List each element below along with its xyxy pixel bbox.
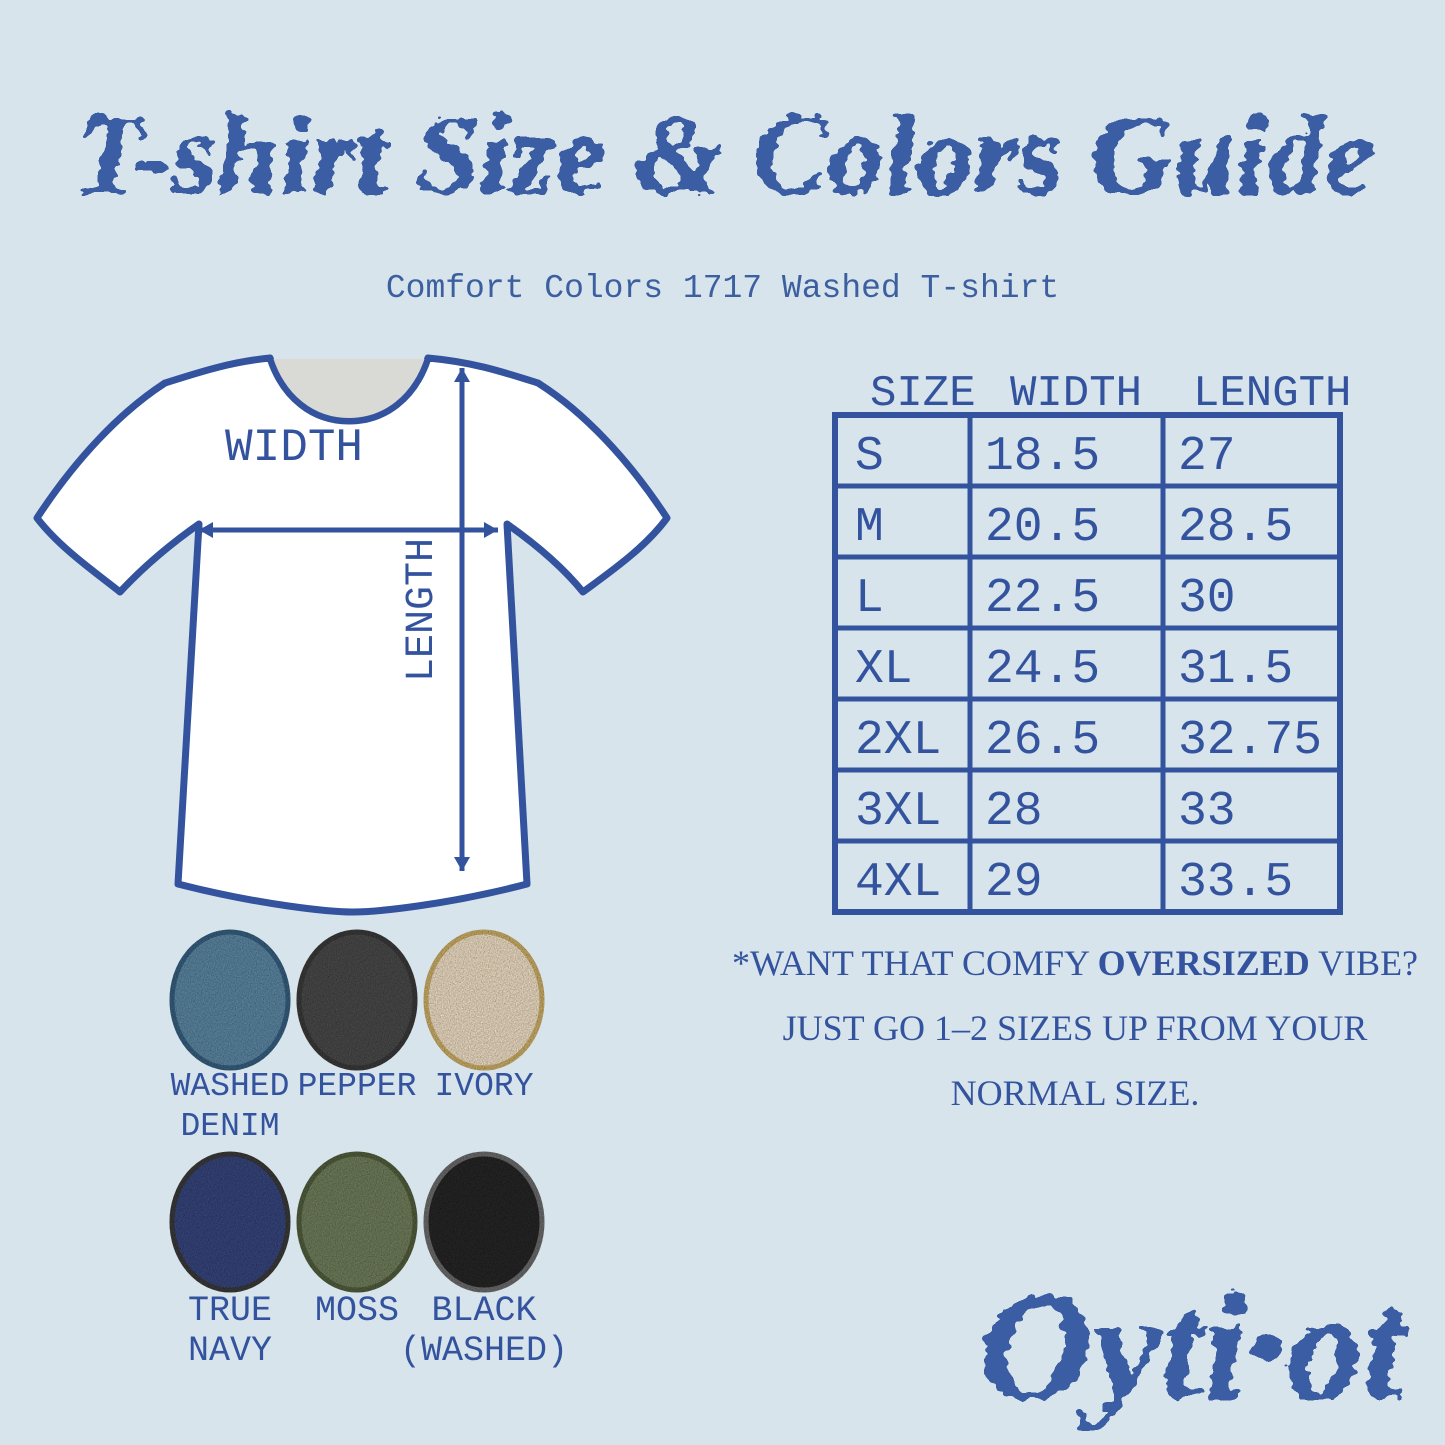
- svg-text:20.5: 20.5: [985, 501, 1100, 555]
- svg-text:Oyti·ot: Oyti·ot: [977, 1257, 1407, 1429]
- svg-text:BLACK: BLACK: [431, 1291, 536, 1331]
- svg-text:NORMAL SIZE.: NORMAL SIZE.: [951, 1073, 1200, 1113]
- svg-text:WASHED: WASHED: [171, 1068, 290, 1105]
- svg-text:T-shirt Size & Colors Guide: T-shirt Size & Colors Guide: [72, 88, 1373, 215]
- svg-text:LENGTH: LENGTH: [1193, 369, 1351, 419]
- svg-text:33: 33: [1178, 785, 1236, 839]
- svg-text:PEPPER: PEPPER: [298, 1068, 417, 1105]
- svg-text:28: 28: [985, 785, 1043, 839]
- svg-text:22.5: 22.5: [985, 572, 1100, 626]
- svg-text:33.5: 33.5: [1178, 856, 1293, 910]
- svg-text:S: S: [855, 430, 884, 484]
- svg-text:WIDTH: WIDTH: [1010, 369, 1142, 419]
- svg-text:JUST GO 1–2 SIZES UP FROM YOUR: JUST GO 1–2 SIZES UP FROM YOUR: [783, 1008, 1368, 1048]
- svg-text:XL: XL: [855, 643, 913, 697]
- svg-text:3XL: 3XL: [855, 785, 941, 839]
- svg-text:27: 27: [1178, 430, 1236, 484]
- svg-text:DENIM: DENIM: [180, 1108, 279, 1145]
- svg-text:SIZE: SIZE: [870, 369, 976, 419]
- svg-text:2XL: 2XL: [855, 714, 941, 768]
- svg-text:NAVY: NAVY: [188, 1331, 272, 1371]
- svg-text:29: 29: [985, 856, 1043, 910]
- svg-text:24.5: 24.5: [985, 643, 1100, 697]
- svg-text:26.5: 26.5: [985, 714, 1100, 768]
- svg-text:28.5: 28.5: [1178, 501, 1293, 555]
- svg-text:IVORY: IVORY: [434, 1068, 533, 1105]
- svg-text:(WASHED): (WASHED): [400, 1331, 568, 1371]
- svg-text:*WANT THAT COMFY OVERSIZED VIB: *WANT THAT COMFY OVERSIZED VIBE?: [732, 943, 1418, 983]
- svg-text:4XL: 4XL: [855, 856, 941, 910]
- svg-text:31.5: 31.5: [1178, 643, 1293, 697]
- svg-text:WIDTH: WIDTH: [225, 422, 363, 474]
- svg-text:LENGTH: LENGTH: [400, 538, 445, 682]
- svg-text:M: M: [855, 501, 884, 555]
- svg-text:L: L: [855, 572, 884, 626]
- svg-text:MOSS: MOSS: [315, 1291, 399, 1331]
- svg-text:18.5: 18.5: [985, 430, 1100, 484]
- svg-text:32.75: 32.75: [1178, 714, 1322, 768]
- svg-text:TRUE: TRUE: [188, 1291, 272, 1331]
- svg-text:30: 30: [1178, 572, 1236, 626]
